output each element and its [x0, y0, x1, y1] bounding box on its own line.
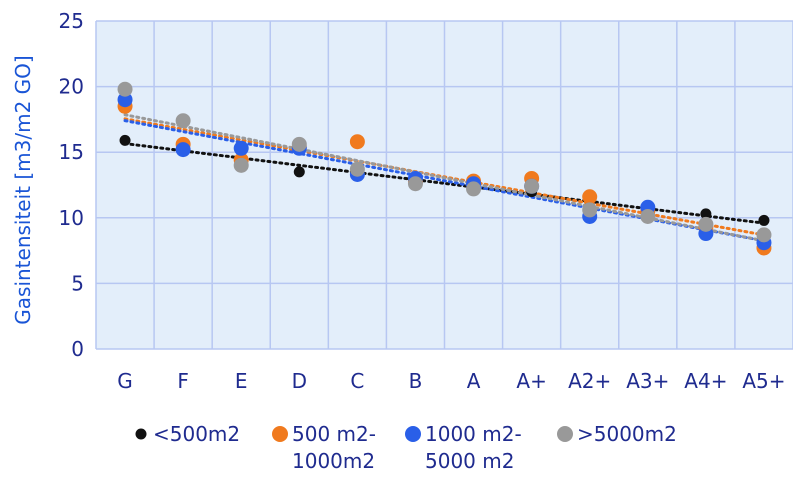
x-axis-ticks: G F E D C B A A+ A2+ A3+ A4+ A5+ [117, 369, 785, 393]
data-point [582, 202, 598, 218]
legend-label: <500m2 [153, 422, 240, 446]
x-tick-label: A [467, 369, 481, 393]
legend-label: 1000 m2-5000 m2 [425, 422, 522, 473]
data-point [349, 161, 365, 177]
y-axis-ticks: 0 5 10 15 20 25 [59, 9, 84, 361]
legend-marker [135, 428, 147, 440]
trendline [123, 113, 766, 243]
data-point [117, 92, 133, 108]
y-tick-label: 0 [71, 337, 84, 361]
grid [95, 20, 793, 350]
data-point [233, 140, 249, 156]
x-tick-label: C [350, 369, 364, 393]
data-point [117, 81, 133, 97]
y-tick-label: 5 [71, 271, 84, 295]
y-tick-label: 10 [59, 206, 84, 230]
data-point [640, 208, 656, 224]
data-point [233, 157, 249, 173]
data-point [700, 208, 712, 220]
data-point [466, 181, 482, 197]
x-tick-label: D [292, 369, 307, 393]
legend-label: >5000m2 [577, 422, 677, 446]
data-point [175, 142, 191, 158]
legend: <500m2 500 m2-1000m2 1000 m2-5000 m2 >5000m… [135, 422, 677, 473]
legend-marker [405, 426, 421, 442]
y-tick-label: 25 [59, 9, 84, 33]
trendlines [123, 113, 766, 243]
data-point [349, 134, 365, 150]
data-point [582, 189, 598, 205]
legend-marker [557, 426, 573, 442]
x-tick-label: A2+ [568, 369, 611, 393]
x-tick-label: F [177, 369, 189, 393]
data-point [293, 166, 305, 178]
x-tick-label: A4+ [684, 369, 727, 393]
trendline [123, 142, 766, 225]
x-tick-label: A5+ [742, 369, 785, 393]
data-point [758, 214, 770, 226]
legend-marker [272, 426, 288, 442]
data-point [698, 216, 714, 232]
x-tick-label: E [235, 369, 248, 393]
data-point [407, 176, 423, 192]
x-tick-label: G [117, 369, 133, 393]
x-tick-label: A3+ [626, 369, 669, 393]
y-axis-label: Gasintensiteit [m3/m2 GO] [11, 55, 35, 324]
legend-label: 500 m2-1000m2 [292, 422, 376, 473]
data-point [175, 113, 191, 129]
data-points [117, 81, 772, 256]
data-point [756, 227, 772, 243]
y-tick-label: 15 [59, 140, 84, 164]
data-point [119, 134, 131, 146]
x-tick-label: B [409, 369, 423, 393]
data-point [291, 136, 307, 152]
y-tick-label: 20 [59, 75, 84, 99]
x-tick-label: A+ [516, 369, 546, 393]
data-point [524, 178, 540, 194]
